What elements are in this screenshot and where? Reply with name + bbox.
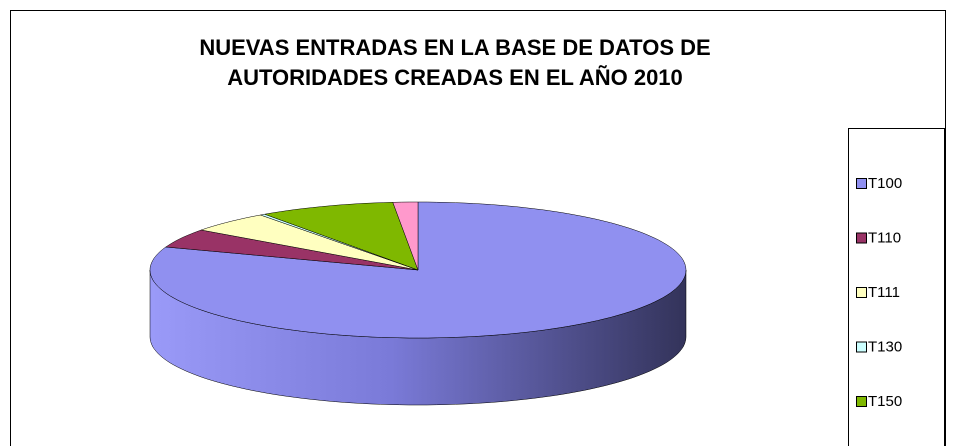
legend-swatch [856,232,867,244]
slice [263,202,419,271]
pie [149,201,687,406]
legend-label: T110 [868,229,901,246]
legend-label: T100 [868,175,902,192]
slice [200,214,419,271]
chart-title: AUTORIDADES CREADAS EN EL AÑO 2010 [227,65,683,90]
legend-label: T150 [868,393,902,410]
legend-label: T130 [868,338,902,355]
slice [165,229,419,271]
slice [392,201,419,271]
legend-swatch [856,396,867,407]
legend-swatch [856,341,867,353]
legend-label: T111 [868,284,900,301]
legend-swatch [856,178,867,189]
legend: T100T110T111T130T150T151 [856,175,902,410]
legend-swatch [856,287,867,298]
chart-title: NUEVAS ENTRADAS EN LA BASE DE DATOS DE [199,35,710,60]
